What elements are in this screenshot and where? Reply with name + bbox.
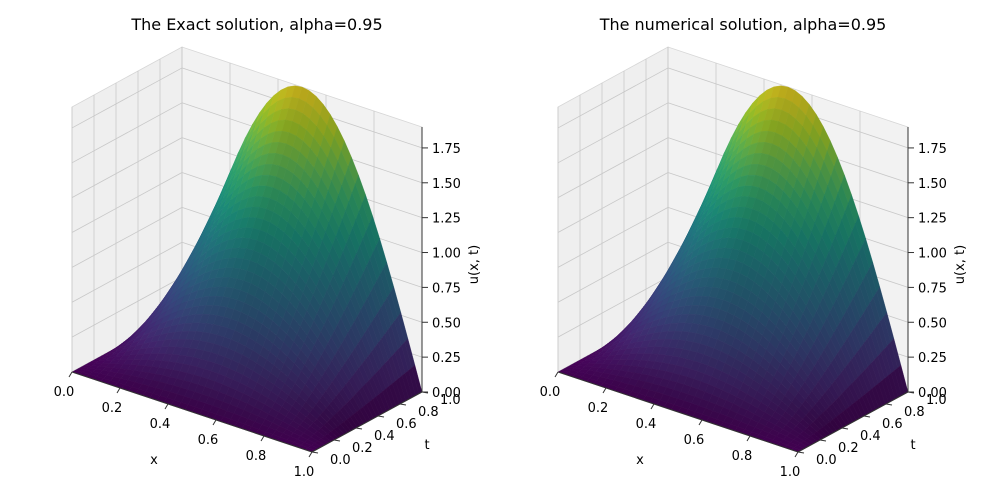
x-tick-label: 0.4: [150, 417, 171, 432]
x-axis-line: [71, 371, 313, 453]
z-tick-label: 0.50: [432, 316, 461, 331]
z-tick-label: 0.00: [432, 386, 461, 401]
z-tick-label: 1.50: [432, 177, 461, 192]
x-tick: [116, 387, 121, 394]
t-tick-label: 1.0: [440, 393, 461, 408]
x-tick-label: 0.2: [588, 401, 609, 416]
grid-line: [71, 241, 183, 303]
z-tick-label: 0.75: [432, 281, 461, 296]
x-tick: [746, 435, 751, 442]
z-tick-label: 0.75: [918, 281, 947, 296]
x-tick: [650, 403, 655, 410]
z-tick-label: 1.25: [918, 212, 947, 227]
z-tick-label: 1.50: [918, 177, 947, 192]
numerical-solution-chart: The numerical solution, alpha=0.95 0.00.…: [540, 15, 968, 480]
t-tick-label: 0.0: [330, 453, 351, 468]
x-tick: [554, 371, 559, 378]
x-tick-label: 0.0: [54, 385, 75, 400]
x-tick: [68, 371, 73, 378]
t-tick-label: 0.6: [882, 417, 903, 432]
x-tick: [794, 451, 799, 458]
x-axis-line: [557, 371, 799, 453]
t-tick: [863, 415, 871, 418]
t-tick-label: 0.8: [418, 405, 439, 420]
x-tick: [212, 419, 217, 426]
x-tick-label: 0.2: [102, 401, 123, 416]
grid-line: [557, 172, 669, 233]
t-axis-label: t: [424, 438, 429, 453]
x-axis-label: x: [150, 453, 158, 468]
x-tick-label: 1.0: [780, 465, 801, 480]
x-tick-label: 0.6: [198, 433, 219, 448]
x-tick: [602, 387, 607, 394]
t-tick: [333, 439, 341, 442]
chart-title: The numerical solution, alpha=0.95: [599, 15, 887, 34]
grid-line: [71, 172, 183, 233]
t-tick: [841, 427, 849, 430]
grid-line: [557, 276, 669, 338]
grid-line: [557, 137, 669, 199]
z-tick-label: 0.25: [432, 351, 461, 366]
t-tick: [797, 451, 805, 454]
t-tick-label: 0.4: [374, 429, 395, 444]
grid-line: [557, 67, 669, 129]
t-axis-line: [797, 391, 909, 453]
z-axis-label: u(x, t): [467, 245, 482, 284]
x-tick-label: 1.0: [294, 465, 315, 480]
t-tick: [399, 403, 407, 406]
t-tick: [311, 451, 319, 454]
t-tick-label: 0.8: [904, 405, 925, 420]
z-axis-label: u(x, t): [953, 245, 968, 284]
x-tick-label: 0.6: [684, 433, 705, 448]
x-tick-label: 0.8: [732, 449, 753, 464]
t-axis-line: [311, 391, 423, 453]
grid-line: [557, 207, 669, 268]
t-tick-label: 0.2: [838, 441, 859, 456]
t-tick: [885, 403, 893, 406]
z-tick-label: 0.50: [918, 316, 947, 331]
chart-title: The Exact solution, alpha=0.95: [130, 15, 382, 34]
grid-line: [71, 137, 183, 199]
z-tick-label: 1.00: [918, 247, 947, 262]
exact-solution-chart: The Exact solution, alpha=0.95 0.00.20.4…: [54, 15, 482, 480]
x-tick: [164, 403, 169, 410]
x-tick-label: 0.4: [636, 417, 657, 432]
t-tick-label: 0.0: [816, 453, 837, 468]
z-tick-label: 1.00: [432, 247, 461, 262]
t-tick-label: 0.2: [352, 441, 373, 456]
grid-line: [71, 276, 183, 338]
t-axis-label: t: [910, 438, 915, 453]
z-tick-label: 1.25: [432, 212, 461, 227]
x-axis-label: x: [636, 453, 644, 468]
z-tick-label: 0.25: [918, 351, 947, 366]
x-tick: [698, 419, 703, 426]
grid-line: [71, 207, 183, 268]
z-tick-label: 0.00: [918, 386, 947, 401]
z-tick-label: 1.75: [918, 142, 947, 157]
t-tick: [819, 439, 827, 442]
grid-line: [71, 102, 183, 164]
grid-line: [557, 241, 669, 303]
z-tick-label: 1.75: [432, 142, 461, 157]
t-tick-label: 0.4: [860, 429, 881, 444]
t-tick-label: 1.0: [926, 393, 947, 408]
grid-line: [71, 67, 183, 129]
plot-area: 0.00.20.40.60.81.00.00.20.40.60.81.00.00…: [54, 46, 482, 480]
x-tick-label: 0.0: [540, 385, 561, 400]
grid-line: [557, 102, 669, 164]
t-tick-label: 0.6: [396, 417, 417, 432]
t-tick: [355, 427, 363, 430]
t-tick: [377, 415, 385, 418]
plot-area: 0.00.20.40.60.81.00.00.20.40.60.81.00.00…: [540, 46, 968, 480]
x-tick: [308, 451, 313, 458]
x-tick: [260, 435, 265, 442]
x-tick-label: 0.8: [246, 449, 267, 464]
